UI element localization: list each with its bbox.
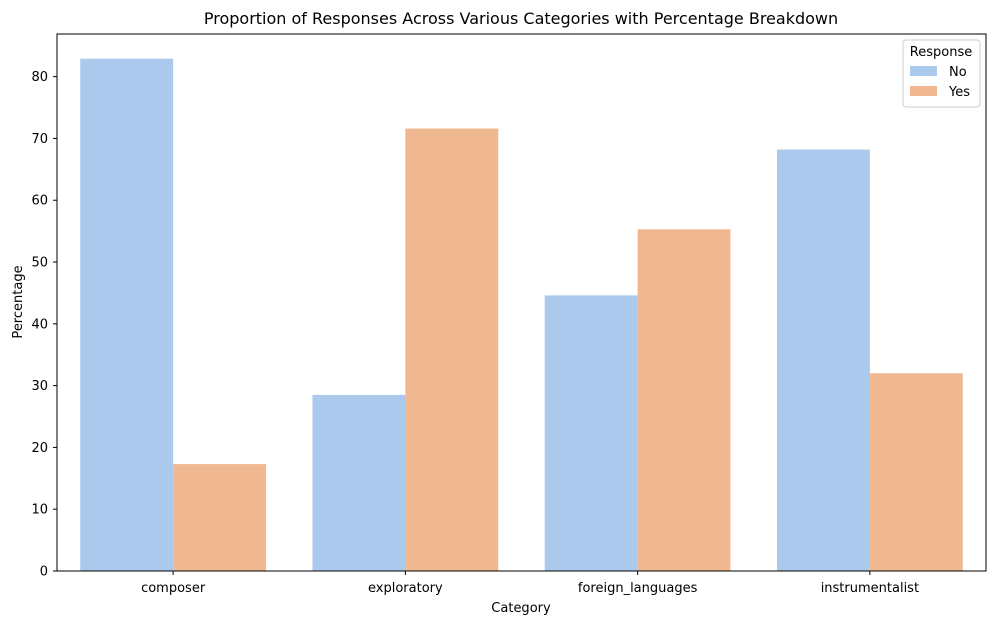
y-tick-label: 50: [31, 256, 48, 271]
bar-exploratory-yes: [405, 128, 499, 571]
x-tick-label: composer: [141, 581, 206, 596]
y-tick-label: 60: [31, 194, 48, 209]
y-tick-label: 40: [31, 317, 48, 332]
x-tick-label: foreign_languages: [578, 581, 698, 596]
x-axis-label: Category: [491, 601, 551, 616]
legend-label-no: No: [949, 65, 967, 80]
y-tick-label: 0: [40, 565, 48, 580]
legend-swatch-yes: [910, 86, 937, 96]
bar-instrumentalist-no: [776, 149, 870, 572]
y-tick-label: 30: [31, 379, 48, 394]
bar-foreign_languages-yes: [637, 229, 731, 572]
legend-title: Response: [910, 45, 972, 60]
plot-frame: [56, 33, 987, 572]
legend-swatch-no: [910, 66, 937, 76]
y-tick-label: 10: [31, 503, 48, 518]
y-tick-label: 80: [31, 70, 48, 85]
y-axis: 0 10 20 30 40 50 60 70 80: [31, 70, 57, 580]
y-tick-label: 20: [31, 441, 48, 456]
x-tick-label: instrumentalist: [821, 581, 919, 596]
x-tick-label: exploratory: [368, 581, 443, 596]
bar-composer-yes: [173, 464, 267, 571]
y-axis-label: Percentage: [11, 265, 26, 338]
chart-title: Proportion of Responses Across Various C…: [204, 9, 838, 28]
bar-exploratory-no: [312, 394, 406, 571]
y-tick-label: 70: [31, 132, 48, 147]
bar-composer-no: [80, 58, 174, 571]
legend: Response No Yes: [902, 39, 981, 108]
legend-label-yes: Yes: [948, 85, 970, 100]
bar-instrumentalist-yes: [869, 373, 963, 571]
bars-group: [80, 58, 963, 572]
x-axis: composer exploratory foreign_languages inst…: [141, 571, 919, 596]
bar-foreign_languages-no: [544, 295, 638, 571]
